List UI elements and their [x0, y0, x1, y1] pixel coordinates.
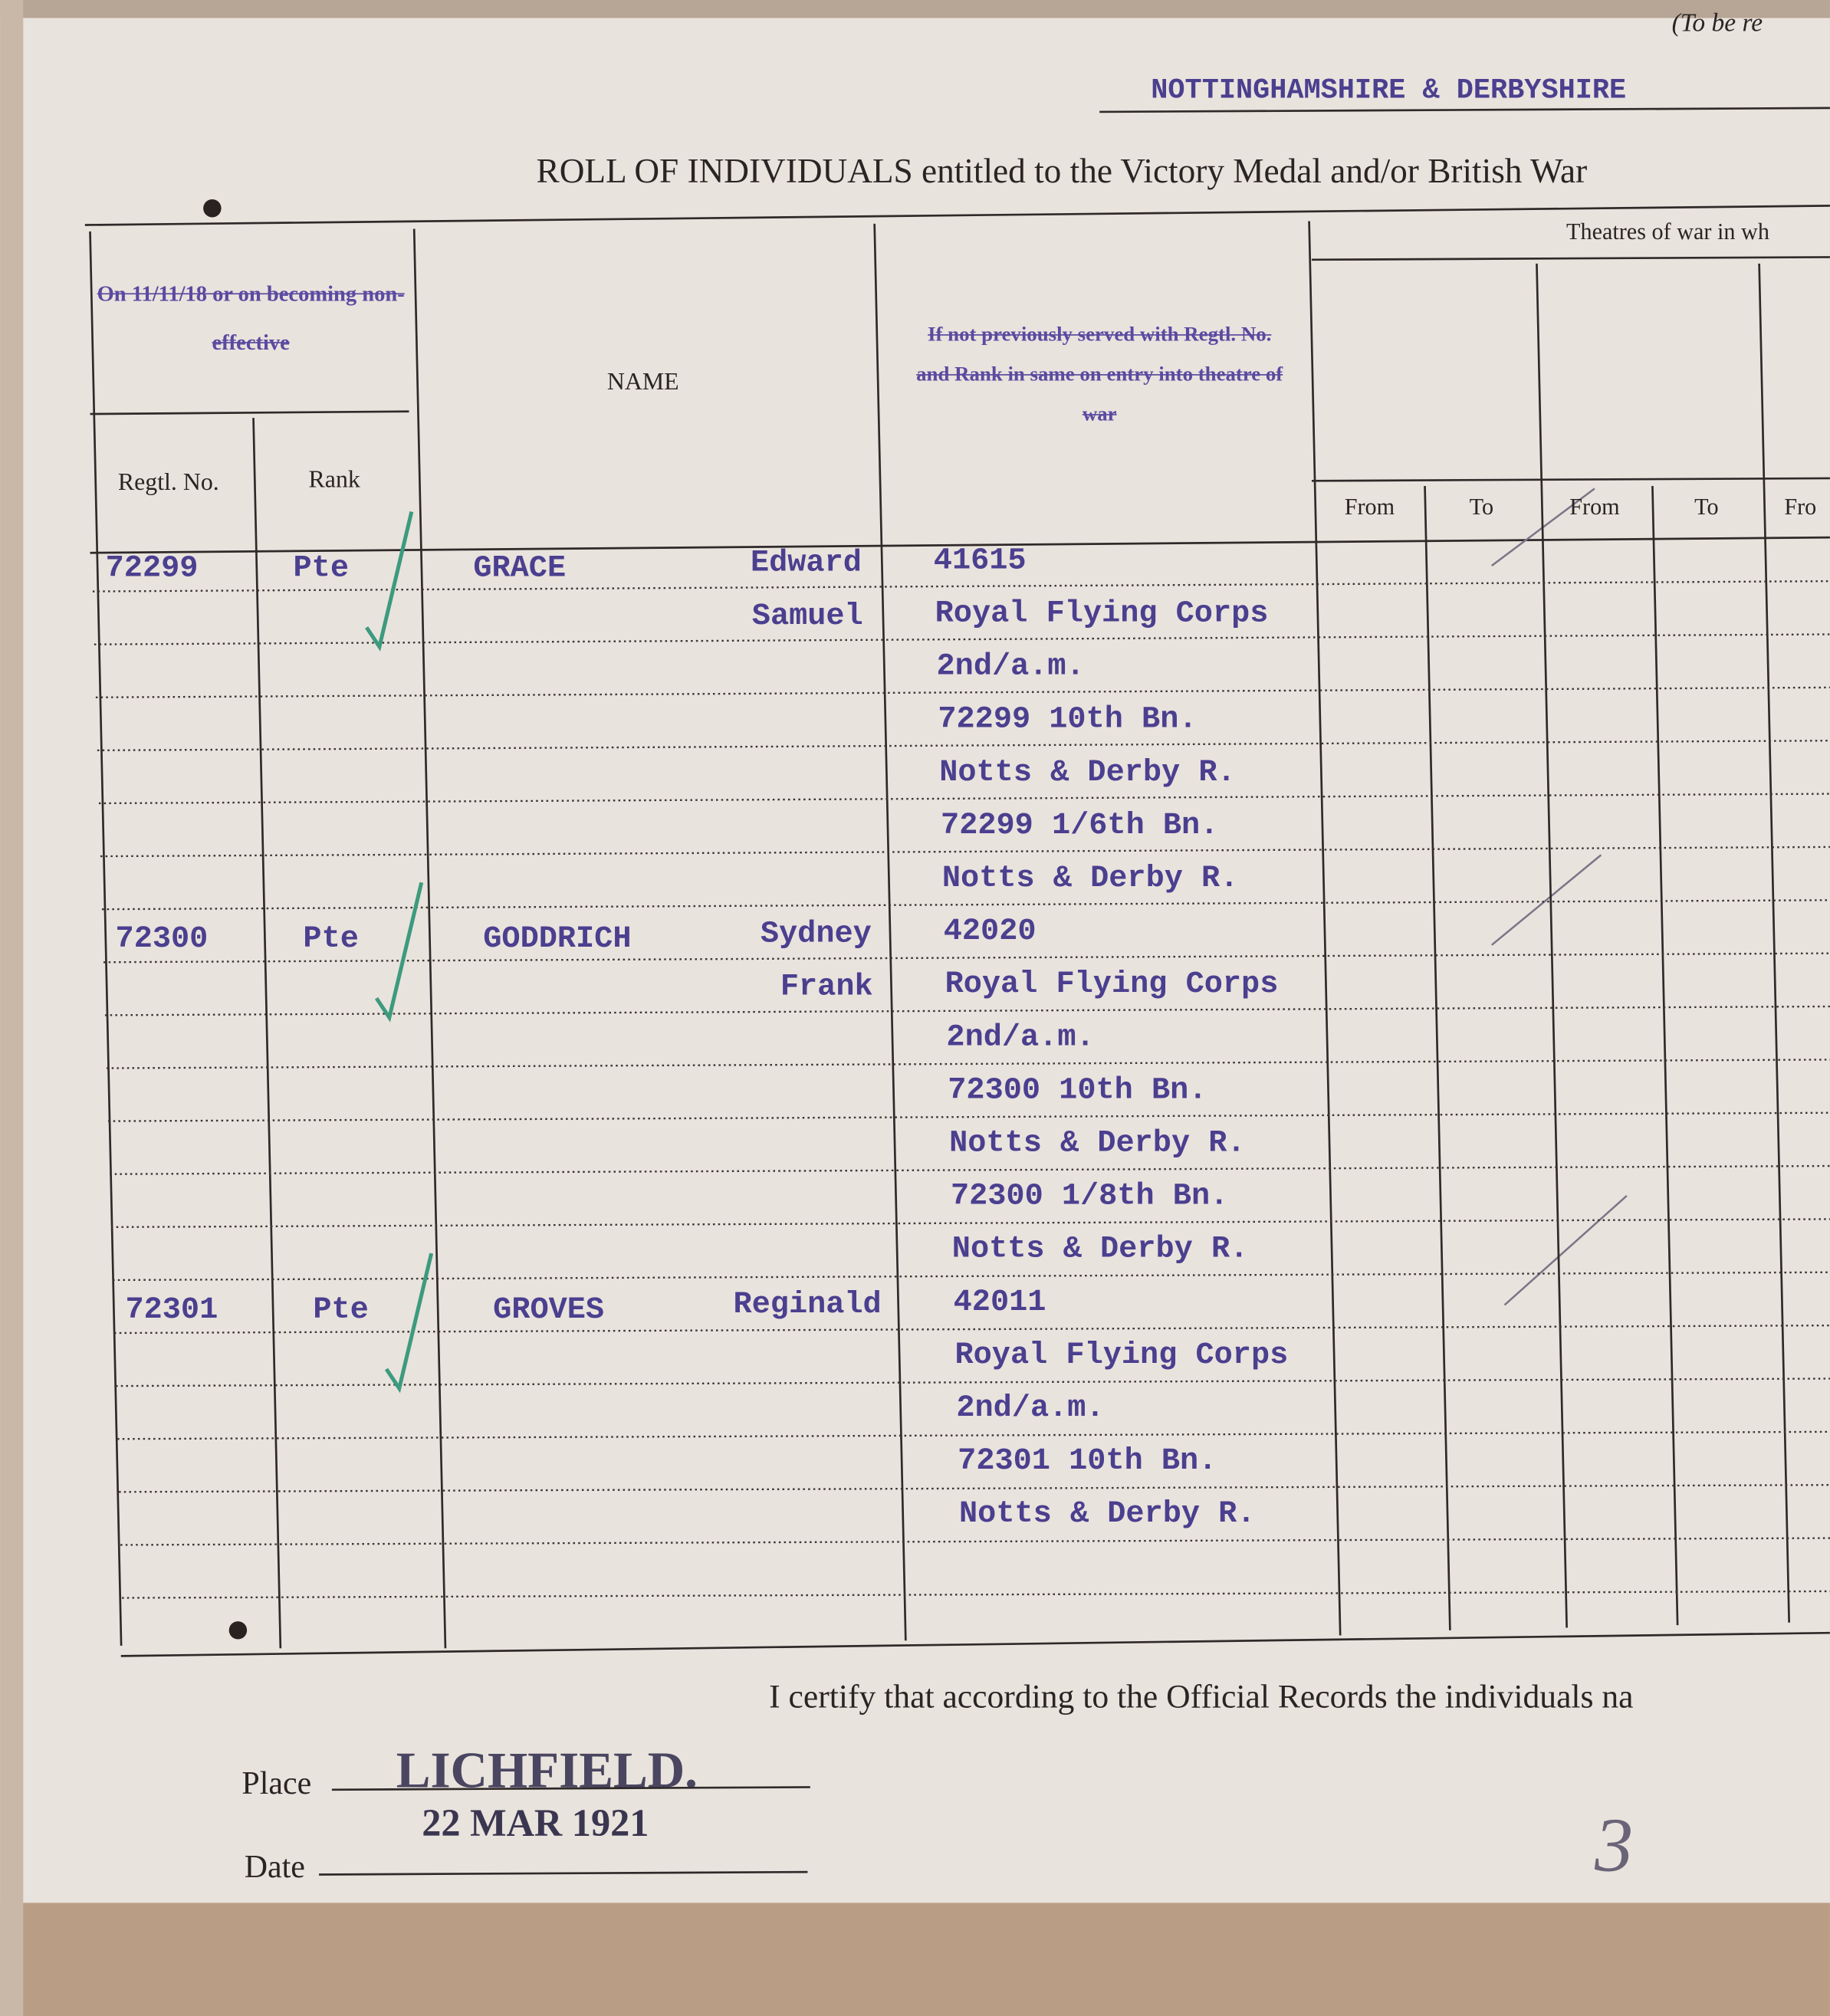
remark: Royal Flying Corps — [954, 1338, 1288, 1373]
rank: Pte — [303, 921, 358, 957]
col-head: To — [1694, 494, 1718, 520]
rank: Pte — [313, 1292, 368, 1328]
surname: GROVES — [493, 1292, 604, 1328]
forename: Reginald — [733, 1287, 881, 1322]
place-label: Place — [241, 1766, 311, 1801]
row-line — [97, 740, 1830, 752]
note: (To be re — [1672, 8, 1763, 37]
col-head: From — [1345, 494, 1395, 520]
row-line — [98, 793, 1830, 805]
book-edge — [0, 1903, 1830, 2016]
remark: Notts & Derby R. — [942, 861, 1238, 896]
remark: 2nd/a.m. — [946, 1019, 1094, 1055]
rule — [319, 1870, 808, 1876]
check-mark — [374, 882, 424, 1023]
column-rule — [1651, 485, 1679, 1626]
col-head: To — [1470, 494, 1493, 520]
remark: 72300 1/8th Bn. — [951, 1179, 1228, 1214]
tick-mark — [1490, 854, 1602, 946]
remark: Royal Flying Corps — [945, 967, 1279, 1002]
rule — [1311, 256, 1830, 261]
rule — [90, 410, 409, 415]
col-head: Theatres of war in wh — [1566, 218, 1769, 245]
rule — [1099, 107, 1830, 113]
row-line — [94, 633, 1830, 645]
page-mark: 3 — [1594, 1801, 1633, 1887]
rule — [90, 536, 1830, 554]
remark: 72301 10th Bn. — [958, 1443, 1217, 1479]
rule — [331, 1786, 810, 1791]
row-line — [92, 580, 1830, 593]
forename: Frank — [780, 970, 873, 1005]
date-label: Date — [245, 1850, 305, 1885]
column-rule — [252, 418, 282, 1649]
column-rule — [1758, 263, 1790, 1623]
remark: 2nd/a.m. — [956, 1391, 1104, 1426]
struck-header: On 11/11/18 or on becoming non-effective — [97, 281, 405, 355]
row-line — [119, 1484, 1830, 1493]
col-head: Regtl. No. — [118, 468, 219, 495]
punch-hole — [203, 199, 222, 218]
rank: Pte — [294, 550, 349, 586]
row-line — [120, 1537, 1830, 1546]
forename: Samuel — [752, 599, 863, 634]
left-edge — [0, 0, 24, 2016]
surname: GODDRICH — [483, 921, 631, 957]
date-stamp: 22 MAR 1921 — [422, 1801, 649, 1844]
col-head: From — [1569, 494, 1620, 520]
row-line — [122, 1590, 1830, 1599]
column-rule — [1424, 485, 1451, 1630]
surname: GRACE — [473, 550, 566, 586]
remark: 42020 — [944, 914, 1037, 949]
tick-mark — [1503, 1194, 1628, 1306]
check-mark — [365, 511, 414, 652]
col-head: Fro — [1784, 494, 1816, 520]
row-line — [95, 686, 1830, 698]
remark: 72299 10th Bn. — [938, 702, 1197, 737]
table-bottom — [120, 1631, 1830, 1657]
remark: Notts & Derby R. — [959, 1496, 1255, 1532]
certify: I certify that according to the Official… — [769, 1678, 1633, 1715]
regtl-no: 72300 — [116, 921, 209, 957]
forename: Edward — [751, 546, 862, 581]
row-line — [111, 1218, 1830, 1228]
regiment: NOTTINGHAMSHIRE & DERBYSHIRE — [1151, 74, 1626, 107]
punch-hole — [228, 1621, 248, 1640]
struck-header: If not previously served with Regtl. No.… — [916, 323, 1283, 426]
row-line — [110, 1164, 1830, 1175]
remark: Notts & Derby R. — [939, 755, 1235, 790]
column-rule — [1536, 263, 1568, 1628]
col-head: Rank — [309, 466, 360, 493]
remark: Royal Flying Corps — [935, 596, 1269, 631]
struck-header-text: On 11/11/18 or on becoming non-effective — [97, 281, 405, 355]
rule — [1311, 477, 1830, 482]
regtl-no: 72299 — [106, 550, 199, 586]
remark: 41615 — [934, 543, 1027, 578]
remark: 72299 1/6th Bn. — [941, 808, 1218, 843]
row-line — [113, 1271, 1830, 1282]
forename: Sydney — [761, 916, 872, 951]
col-head: NAME — [607, 368, 679, 395]
remark: Notts & Derby R. — [952, 1232, 1248, 1267]
row-line — [106, 1059, 1830, 1069]
regtl-no: 72301 — [125, 1292, 218, 1328]
remark: Notts & Derby R. — [949, 1126, 1245, 1161]
column-rule — [412, 228, 447, 1649]
title: ROLL OF INDIVIDUALS entitled to the Vict… — [537, 152, 1588, 190]
column-rule — [873, 223, 907, 1641]
check-mark — [384, 1253, 434, 1394]
column-rule — [89, 231, 123, 1646]
column-rule — [1308, 221, 1342, 1636]
table-top — [84, 205, 1830, 226]
struck-header-text: If not previously served with Regtl. No.… — [916, 323, 1283, 426]
top-edge — [0, 0, 1830, 18]
remark: 42011 — [954, 1285, 1046, 1320]
remark: 72300 10th Bn. — [948, 1072, 1207, 1108]
row-line — [100, 845, 1830, 858]
remark: 2nd/a.m. — [937, 649, 1085, 685]
